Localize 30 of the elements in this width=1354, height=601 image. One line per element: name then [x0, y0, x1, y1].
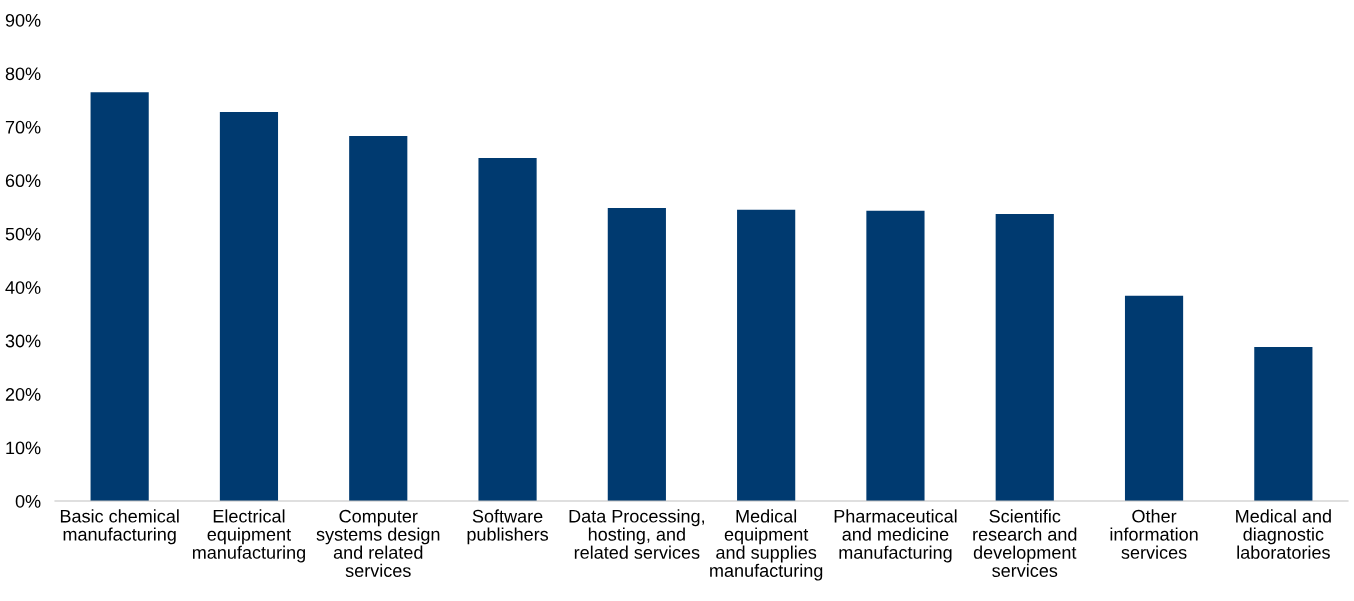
- bar: [995, 214, 1054, 501]
- x-tick-label: Computer systems design and related services: [316, 509, 440, 578]
- x-tick-label: Electrical equipment manufacturing: [192, 509, 305, 563]
- y-tick-label: 60%: [5, 174, 41, 188]
- x-tick-label: Software publishers: [467, 509, 549, 545]
- bar: [1124, 295, 1184, 501]
- y-tick-label: 10%: [6, 441, 41, 455]
- x-tick-label: Other information services: [1110, 509, 1198, 559]
- y-tick-label: 80%: [5, 67, 41, 81]
- bar: [478, 157, 537, 501]
- y-tick-label: 70%: [5, 120, 41, 134]
- y-tick-label: 20%: [5, 388, 41, 401]
- y-tick-label: 40%: [5, 281, 41, 294]
- x-tick-label: Pharmaceutical and medicine manufacturing: [834, 509, 957, 563]
- x-tick-label: Medical equipment and supplies manufacturing: [710, 509, 823, 581]
- bar: [607, 208, 666, 501]
- y-tick-label: 90%: [5, 13, 41, 27]
- y-tick-label: 0%: [15, 494, 41, 508]
- y-tick-label: 30%: [5, 334, 41, 348]
- bar: [349, 135, 408, 501]
- x-tick-label: Medical and diagnostic laboratories: [1236, 509, 1331, 559]
- x-tick-label: Data Processing, hosting, and related services: [569, 509, 704, 559]
- x-tick-label: Scientific research and development services: [973, 509, 1077, 578]
- x-tick-label: Basic chemical manufacturing: [60, 509, 179, 545]
- bar: [737, 209, 796, 501]
- y-tick-label: 50%: [5, 227, 41, 241]
- bar: [1254, 347, 1313, 501]
- bar: [90, 92, 149, 501]
- bar: [219, 111, 279, 501]
- bar: [866, 210, 925, 501]
